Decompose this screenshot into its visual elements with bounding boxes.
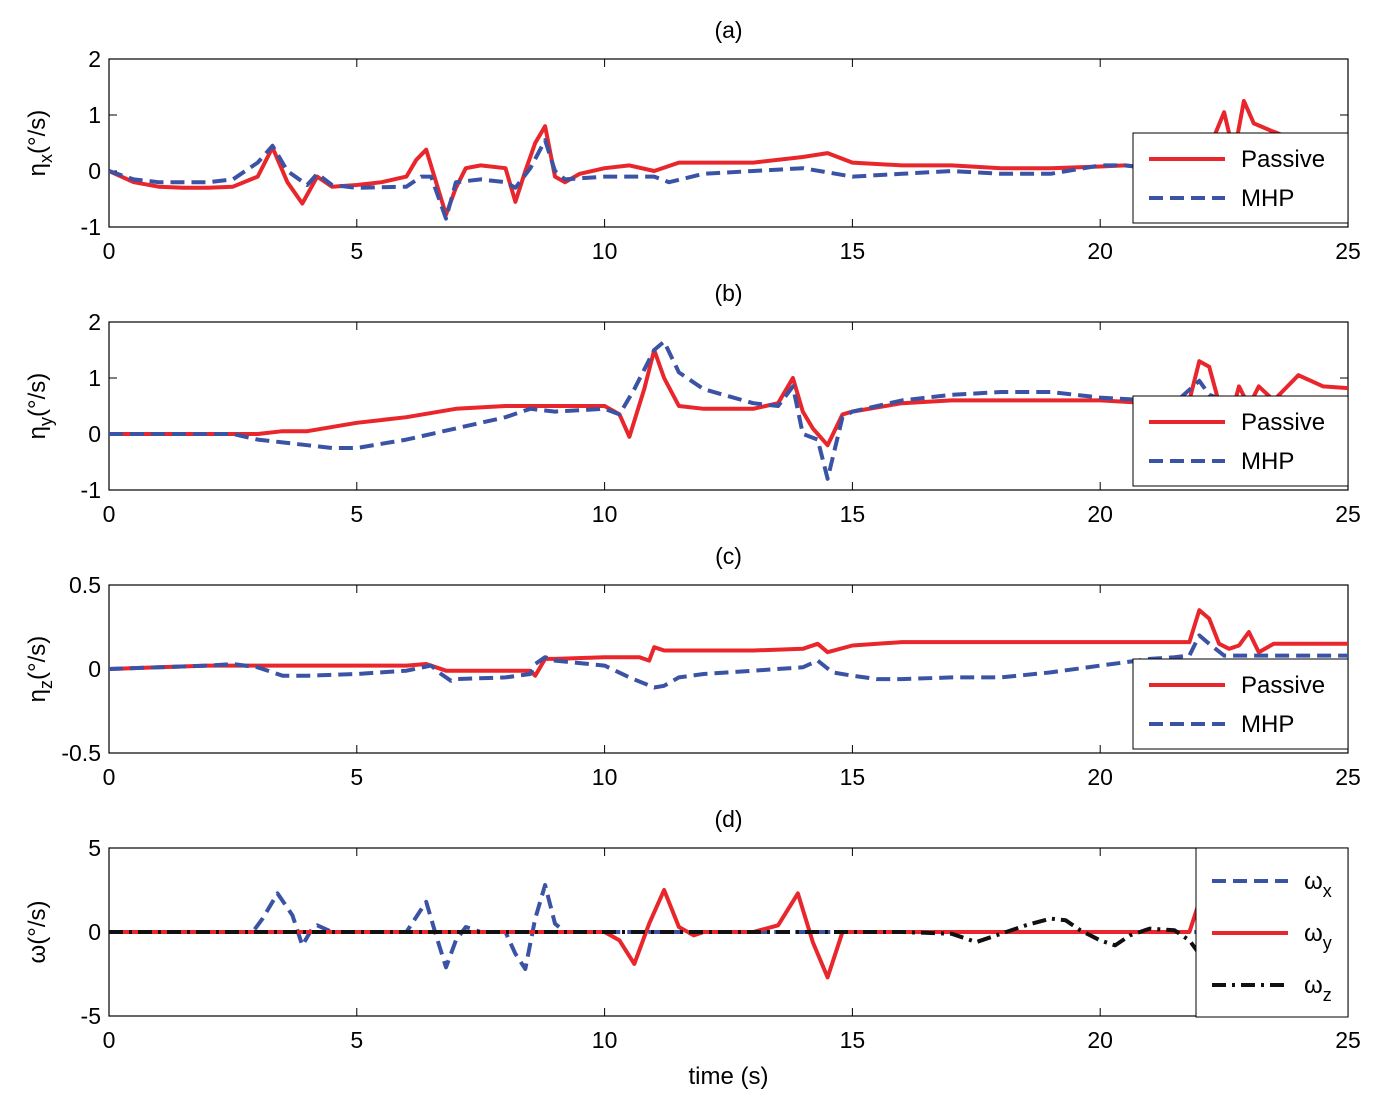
y-tick-label: 0 xyxy=(88,421,101,447)
x-tick-label: 0 xyxy=(103,1027,116,1053)
y-tick-label: 2 xyxy=(88,309,101,335)
legend-box xyxy=(1132,658,1349,750)
y-tick-label: 5 xyxy=(88,835,101,861)
x-tick-label: 20 xyxy=(1087,764,1113,790)
legend-label: MHP xyxy=(1241,185,1294,212)
y-axis-label: ηz(°/s) xyxy=(24,636,56,703)
x-tick-label: 10 xyxy=(592,238,618,264)
x-tick-label: 20 xyxy=(1087,501,1113,527)
series-line-passive xyxy=(109,99,1348,217)
y-tick-label: 0 xyxy=(88,656,101,682)
y-axis-label: ω(°/s) xyxy=(24,901,51,964)
y-tick-label: 1 xyxy=(88,102,101,128)
x-tick-label: 10 xyxy=(592,1027,618,1053)
legend: Passive MHP xyxy=(1132,395,1349,487)
legend-label: ωz xyxy=(1304,972,1332,1005)
panel-title: (c) xyxy=(715,543,742,569)
x-tick-label: 20 xyxy=(1087,1027,1113,1053)
x-tick-label: 20 xyxy=(1087,238,1113,264)
x-tick-label: 5 xyxy=(350,501,363,527)
x-tick-label: 15 xyxy=(840,764,866,790)
y-tick-label: 0 xyxy=(88,919,101,945)
x-tick-label: 15 xyxy=(840,1027,866,1053)
legend-label: Passive xyxy=(1241,409,1325,436)
legend-label: Passive xyxy=(1241,672,1325,699)
x-tick-label: 15 xyxy=(840,238,866,264)
y-tick-label: -1 xyxy=(81,214,101,240)
legend-label: ωy xyxy=(1304,920,1332,953)
panel-title: (d) xyxy=(714,806,742,832)
x-tick-label: 25 xyxy=(1335,501,1361,527)
x-tick-label: 5 xyxy=(350,764,363,790)
y-tick-label: -0.5 xyxy=(61,740,101,766)
series-line-mhp xyxy=(109,138,1348,221)
x-axis-label: time (s) xyxy=(689,1063,769,1090)
y-tick-label: -5 xyxy=(81,1003,101,1029)
y-tick-label: 2 xyxy=(88,46,101,72)
legend: Passive MHP xyxy=(1132,132,1349,224)
panel-title: (a) xyxy=(714,17,742,43)
x-tick-label: 0 xyxy=(103,238,116,264)
y-tick-label: 0 xyxy=(88,158,101,184)
y-axis-label: ηx(°/s) xyxy=(24,110,56,177)
y-axis-label: ηy(°/s) xyxy=(24,373,56,440)
y-tick-label: -1 xyxy=(81,477,101,503)
x-tick-label: 0 xyxy=(103,501,116,527)
legend-label: MHP xyxy=(1241,711,1294,738)
x-tick-label: 15 xyxy=(840,501,866,527)
series-line-ωz xyxy=(109,916,1348,956)
legend-label: Passive xyxy=(1241,146,1325,173)
legend-box xyxy=(1132,132,1349,224)
legend-box xyxy=(1132,395,1349,487)
x-tick-label: 25 xyxy=(1335,1027,1361,1053)
y-tick-label: 0.5 xyxy=(69,572,101,598)
x-tick-label: 5 xyxy=(350,1027,363,1053)
x-tick-label: 10 xyxy=(592,501,618,527)
legend: Passive MHP xyxy=(1132,658,1349,750)
x-tick-label: 0 xyxy=(103,764,116,790)
legend-label: MHP xyxy=(1241,448,1294,475)
legend: ωx ωy ωz xyxy=(1195,847,1349,1018)
legend-label: ωx xyxy=(1304,868,1332,901)
series-line-mhp xyxy=(109,633,1348,690)
x-tick-label: 25 xyxy=(1335,238,1361,264)
x-tick-label: 25 xyxy=(1335,764,1361,790)
y-tick-label: 1 xyxy=(88,365,101,391)
panel-title: (b) xyxy=(714,280,742,306)
x-tick-label: 5 xyxy=(350,238,363,264)
x-tick-label: 10 xyxy=(592,764,618,790)
